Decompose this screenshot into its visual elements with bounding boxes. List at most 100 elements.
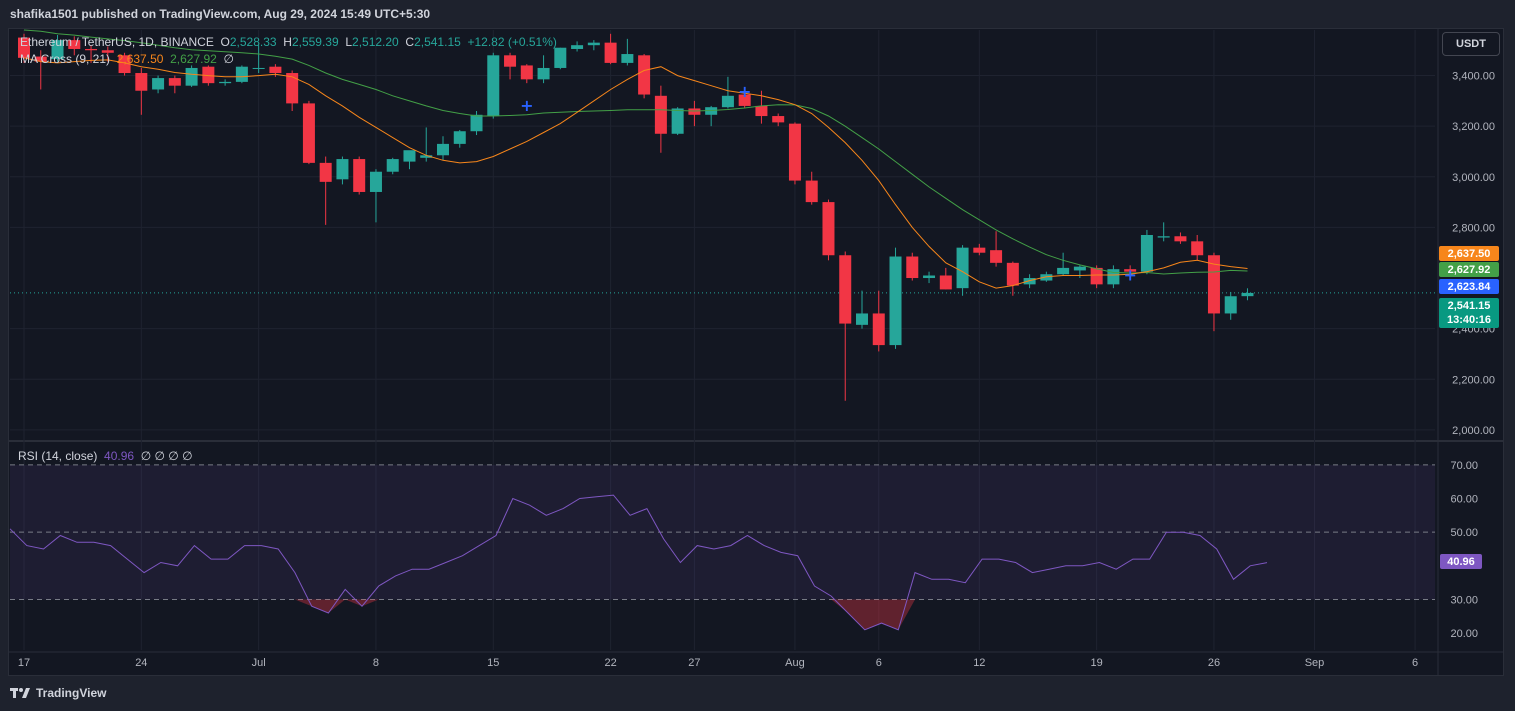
candle-body bbox=[721, 95, 734, 108]
candle-body bbox=[185, 67, 198, 86]
ma-fast-value: 2,637.50 bbox=[116, 52, 164, 66]
rsi-tick-label: 60.00 bbox=[1450, 494, 1478, 506]
rsi-tick-label: 20.00 bbox=[1450, 628, 1478, 640]
candle-body bbox=[386, 159, 399, 172]
candle-body bbox=[671, 108, 684, 134]
close-label: C bbox=[405, 35, 415, 49]
candle-body bbox=[269, 66, 282, 74]
price-tick-label: 2,000.00 bbox=[1452, 425, 1495, 437]
rsi-legend-value: 40.96 bbox=[104, 449, 135, 463]
symbol-name: Ethereum / TetherUS, 1D, BINANCE bbox=[20, 35, 214, 49]
rsi-line bbox=[9, 494, 1268, 631]
candle-body bbox=[1090, 267, 1103, 285]
rsi-tick-label: 70.00 bbox=[1450, 460, 1478, 472]
candle-body bbox=[85, 48, 98, 51]
ma-cross-marker: + bbox=[738, 82, 751, 101]
high-value: 2,559.39 bbox=[291, 35, 339, 49]
candle-body bbox=[202, 66, 215, 84]
candle-body bbox=[856, 313, 868, 325]
candle-body bbox=[805, 180, 818, 203]
candle-body bbox=[135, 73, 148, 91]
time-tick-label: 8 bbox=[373, 657, 379, 669]
candle-body bbox=[219, 81, 232, 84]
tradingview-footer[interactable]: TradingView bbox=[10, 686, 106, 700]
candle-body bbox=[1157, 236, 1170, 238]
time-tick-label: 12 bbox=[973, 657, 985, 669]
rsi-legend: RSI (14, close) 40.96 ∅ ∅ ∅ ∅ bbox=[18, 449, 193, 463]
time-tick-label: 27 bbox=[688, 657, 700, 669]
candle-body bbox=[101, 50, 114, 53]
candle-body bbox=[654, 95, 667, 134]
candle-body bbox=[889, 256, 902, 346]
candles bbox=[18, 33, 1254, 401]
last-price-tag: 2,541.15 13:40:16 bbox=[1439, 298, 1499, 328]
candle-body bbox=[587, 42, 600, 46]
ma-fast-tag: 2,637.50 bbox=[1439, 246, 1499, 261]
rsi-tag: 40.96 bbox=[1440, 554, 1482, 569]
price-tick-label: 2,200.00 bbox=[1452, 374, 1495, 386]
rsi-plot bbox=[9, 494, 1268, 631]
time-tick-label: Jul bbox=[252, 657, 266, 669]
candle-body bbox=[470, 114, 483, 132]
price-tick-label: 3,400.00 bbox=[1452, 71, 1495, 83]
time-tick-label: 15 bbox=[487, 657, 499, 669]
candle-body bbox=[537, 67, 550, 80]
ma-slow-value: 2,627.92 bbox=[170, 52, 217, 66]
close-value: 2,541.15 bbox=[414, 35, 461, 49]
price-tick-label: 3,200.00 bbox=[1452, 121, 1495, 133]
candle-body bbox=[604, 42, 617, 63]
candle-body bbox=[738, 94, 751, 106]
candle-body bbox=[336, 159, 349, 180]
ma-name: MA Cross (9, 21) bbox=[20, 52, 111, 66]
footer-brand: TradingView bbox=[36, 686, 107, 700]
candle-body bbox=[772, 116, 785, 123]
currency-button[interactable]: USDT bbox=[1442, 32, 1500, 56]
candle-body bbox=[34, 56, 47, 62]
candle-body bbox=[420, 155, 433, 158]
candle-body bbox=[1023, 278, 1036, 285]
candle-body bbox=[353, 159, 366, 192]
candle-body bbox=[437, 143, 449, 156]
price-tick-label: 3,000.00 bbox=[1452, 172, 1495, 184]
time-tick-label: 24 bbox=[135, 657, 147, 669]
symbol-legend: Ethereum / TetherUS, 1D, BINANCE O2,528.… bbox=[20, 35, 557, 49]
candle-body bbox=[302, 103, 315, 163]
last-price-value: 2,541.15 bbox=[1447, 300, 1491, 312]
candle-body bbox=[839, 255, 852, 324]
candle-body bbox=[923, 275, 936, 279]
open-value: 2,528.33 bbox=[229, 35, 277, 49]
chart-frame[interactable] bbox=[8, 28, 1504, 676]
candle-body bbox=[319, 162, 332, 182]
candle-body bbox=[168, 78, 181, 86]
candle-body bbox=[252, 67, 265, 69]
candle-body bbox=[973, 247, 986, 253]
candle-body bbox=[235, 66, 248, 82]
candle-body bbox=[956, 247, 969, 289]
low-label: L bbox=[345, 35, 353, 49]
time-tick-label: 26 bbox=[1208, 657, 1220, 669]
candle-body bbox=[152, 78, 165, 90]
candle-body bbox=[453, 131, 466, 144]
time-tick-label: 22 bbox=[604, 657, 616, 669]
candle-body bbox=[118, 55, 131, 74]
candle-body bbox=[18, 37, 30, 58]
candle-body bbox=[504, 55, 517, 67]
open-label: O bbox=[220, 35, 230, 49]
candle-body bbox=[990, 250, 1003, 263]
candle-body bbox=[520, 65, 533, 80]
candle-body bbox=[1140, 235, 1153, 272]
candle-body bbox=[369, 171, 382, 192]
change-value: +12.82 (+0.51%) bbox=[467, 35, 557, 49]
ma-extra: ∅ bbox=[223, 52, 234, 66]
candle-body bbox=[822, 202, 835, 256]
candle-body bbox=[1207, 255, 1220, 314]
candle-body bbox=[286, 73, 299, 104]
time-tick-label: Aug bbox=[785, 657, 805, 669]
candle-body bbox=[554, 47, 567, 68]
candle-body bbox=[1057, 267, 1070, 275]
candle-body bbox=[1224, 296, 1237, 314]
candle-body bbox=[1191, 241, 1204, 256]
time-tick-label: 6 bbox=[876, 657, 882, 669]
candle-body bbox=[872, 313, 885, 346]
